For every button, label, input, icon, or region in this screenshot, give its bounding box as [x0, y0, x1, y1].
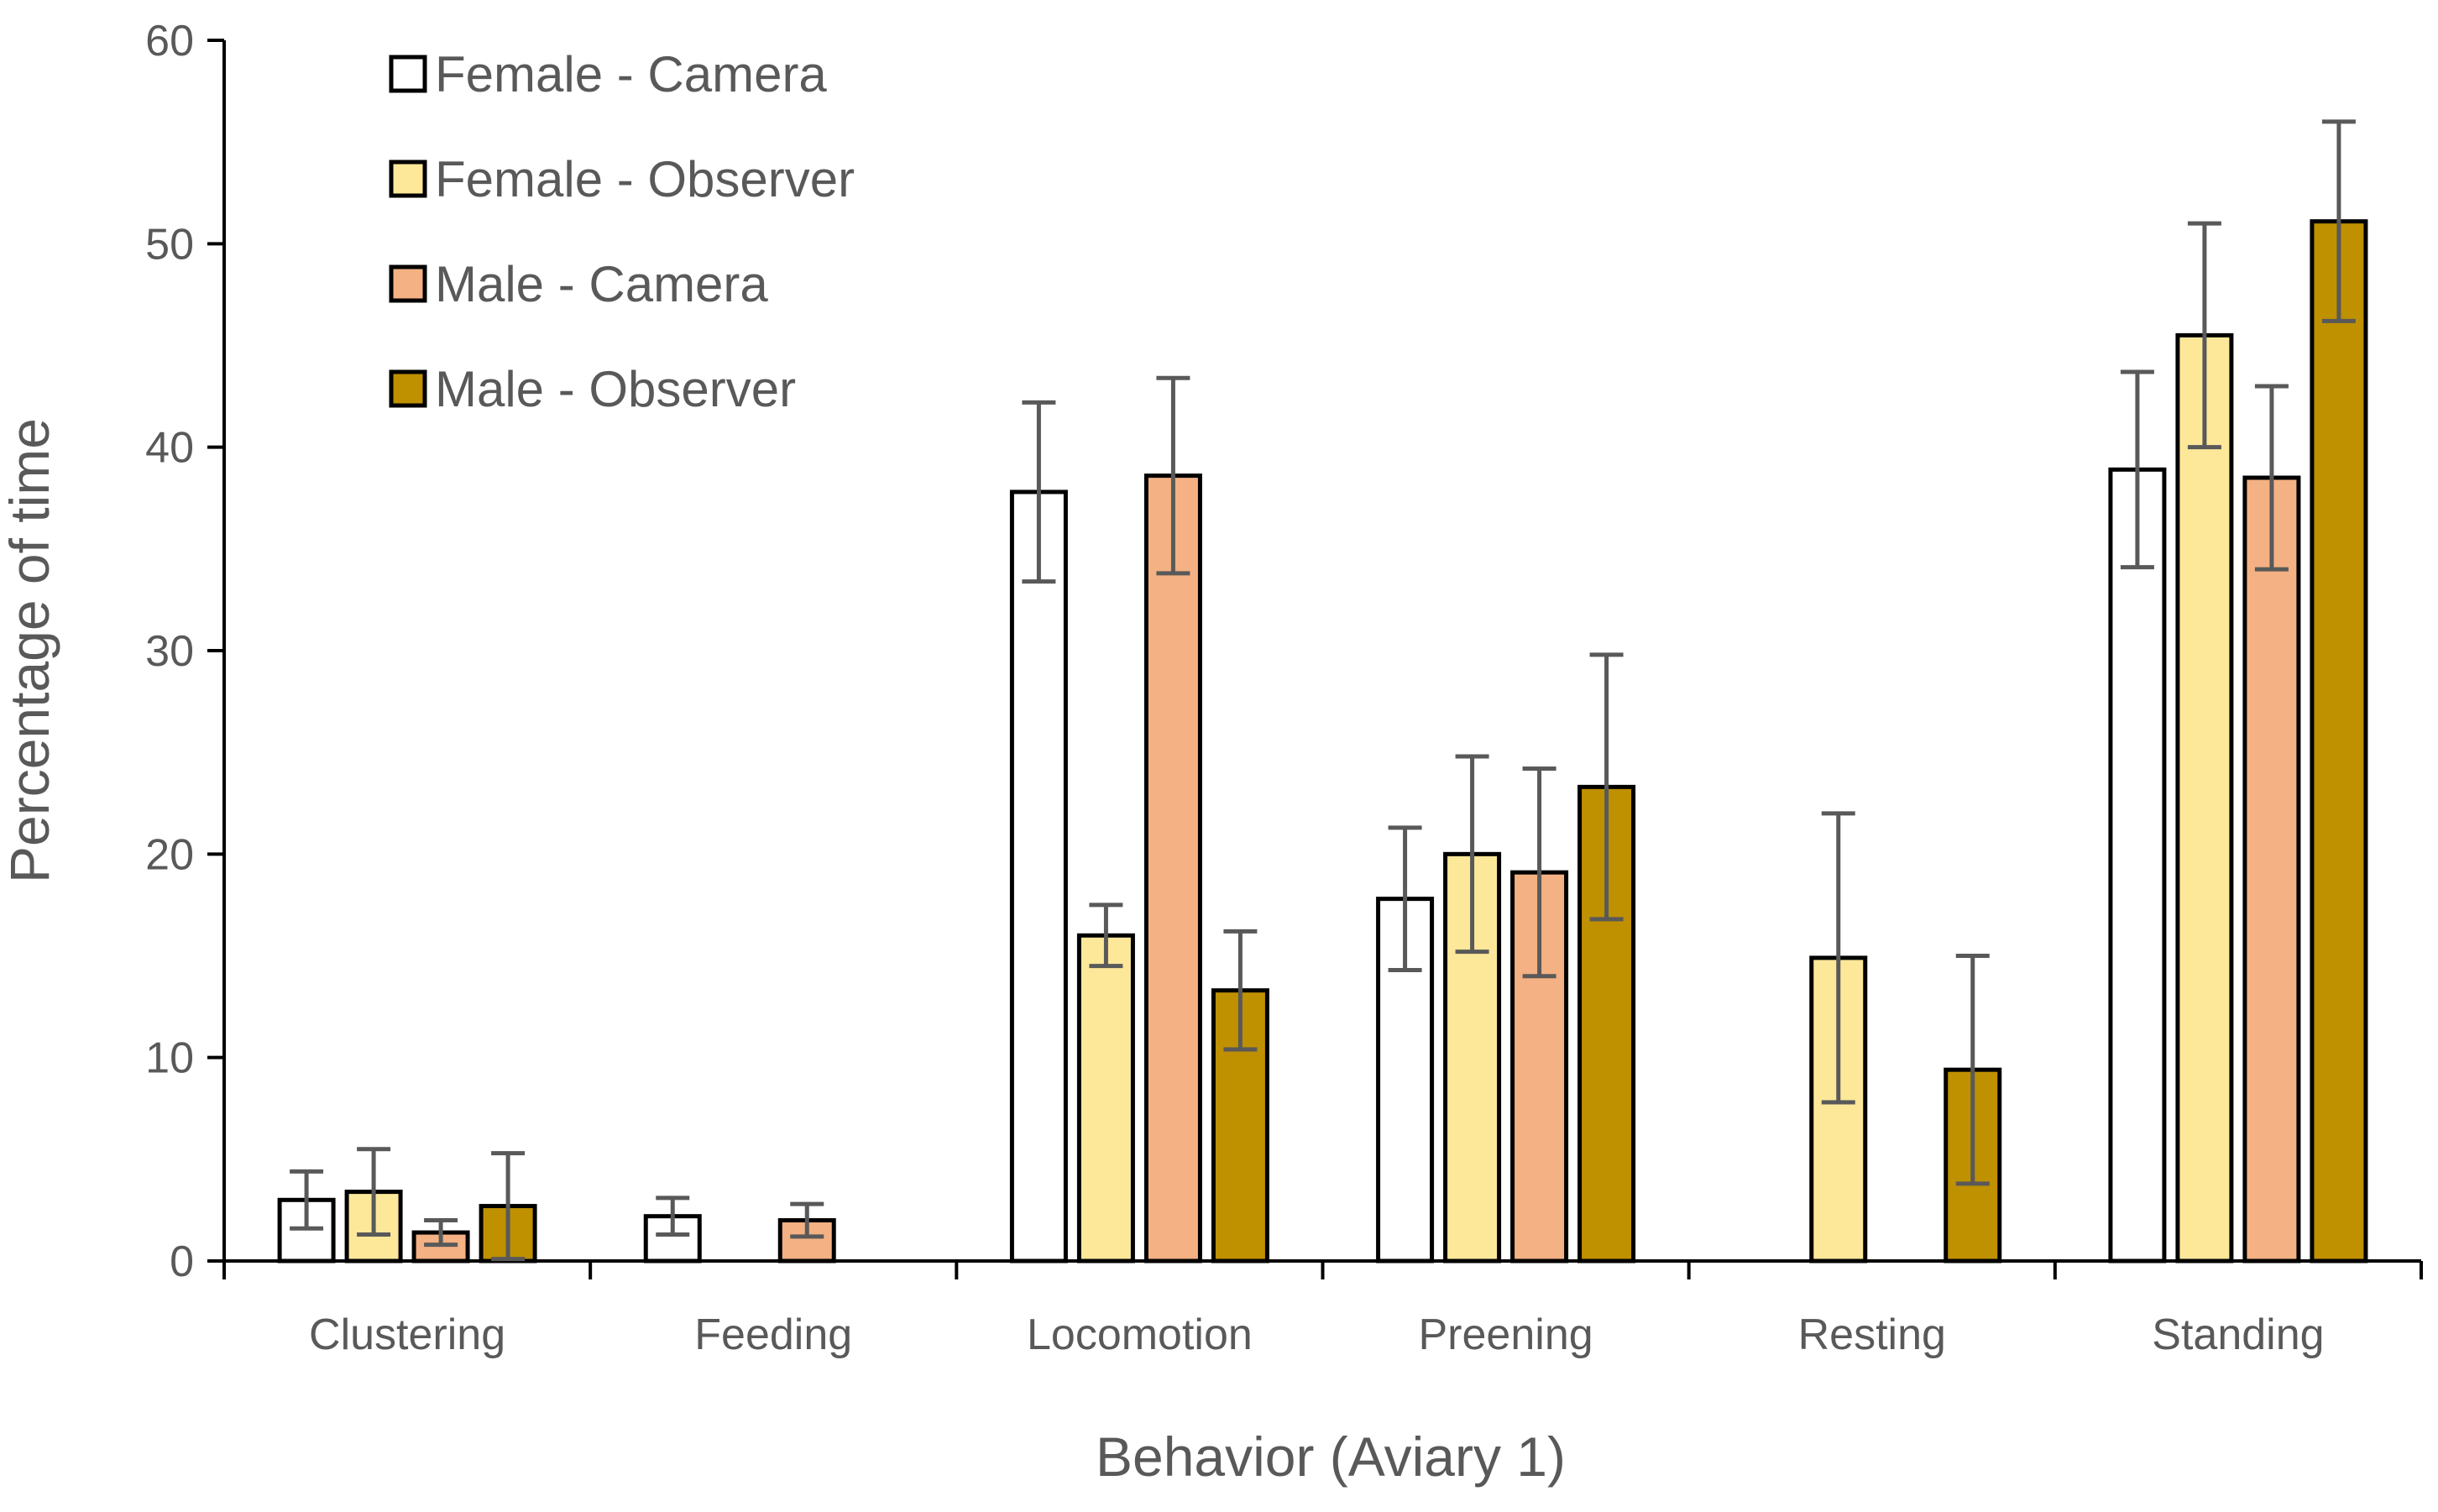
- legend-label: Female - Camera: [435, 46, 827, 102]
- y-tick-label: 50: [145, 220, 194, 269]
- y-tick-label: 30: [145, 627, 194, 676]
- legend: Female - Camera Female - Observer Male - C…: [389, 46, 855, 417]
- y-axis-title: Percentage of time: [0, 418, 60, 883]
- bar: [2175, 332, 2234, 1263]
- x-category-label: Clustering: [309, 1311, 505, 1359]
- bar: [2310, 219, 2368, 1263]
- y-tick-label: 20: [145, 830, 194, 879]
- legend-label: Male - Observer: [435, 361, 796, 417]
- x-category-label: Locomotion: [1027, 1311, 1253, 1359]
- bar: [1009, 489, 1068, 1263]
- legend-label: Female - Observer: [435, 151, 855, 207]
- legend-label: Male - Camera: [435, 256, 768, 312]
- bar: [2108, 467, 2167, 1263]
- legend-swatch: [389, 264, 427, 303]
- x-category-label: Preening: [1419, 1311, 1593, 1359]
- legend-swatch: [389, 369, 427, 408]
- y-tick-label: 60: [145, 17, 194, 65]
- legend-swatch: [389, 55, 427, 93]
- bar: [1076, 933, 1135, 1263]
- error-bars: [290, 119, 2356, 1262]
- y-tick-label: 40: [145, 424, 194, 473]
- y-tick-label: 10: [145, 1034, 194, 1083]
- y-tick-label: 0: [170, 1237, 194, 1286]
- bar: [2242, 475, 2301, 1263]
- y-axis: 0 10 20 30 40 50 60: [145, 17, 226, 1286]
- bar: [1143, 473, 1202, 1263]
- x-axis-title: Behavior (Aviary 1): [1096, 1426, 1566, 1488]
- x-category-label: Standing: [2152, 1311, 2324, 1359]
- x-category-label: Feeding: [694, 1311, 852, 1359]
- legend-swatch: [389, 160, 427, 198]
- bars: [277, 219, 2368, 1263]
- x-axis: Clustering Feeding Locomotion Preening Resti…: [222, 1259, 2423, 1359]
- x-category-label: Resting: [1798, 1311, 1946, 1359]
